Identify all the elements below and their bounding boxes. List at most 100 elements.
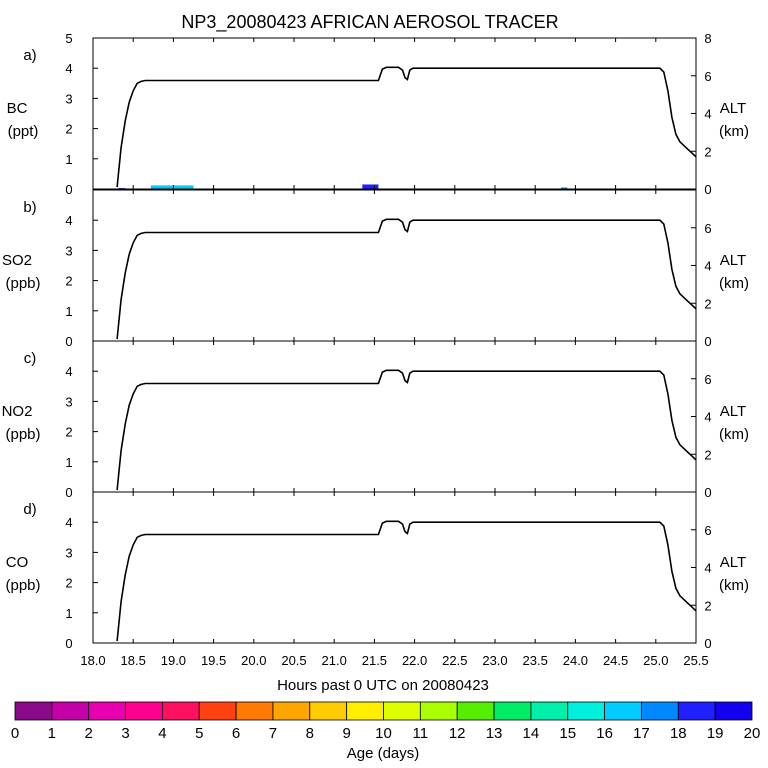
x-tick-label: 21.5 [362, 653, 387, 668]
alt-units-label: (km) [719, 123, 749, 140]
left-tick-label: 3 [65, 545, 72, 560]
right-tick-label: 4 [704, 107, 711, 122]
species-label: SO2 [2, 252, 32, 269]
tracer-bar [362, 184, 379, 189]
panel-frame [92, 491, 697, 644]
x-tick-label: 18.0 [80, 653, 105, 668]
right-tick-label: 2 [704, 144, 711, 159]
panel-co: 0 1 2 3 4 0 2 4 6 d) CO (ppb) ALT (km) [5, 491, 749, 651]
colorbar-swatch [272, 701, 311, 721]
colorbar-swatch [530, 701, 569, 721]
units-label: (ppb) [5, 275, 40, 292]
panel-frame [92, 189, 697, 342]
left-tick-label: 2 [65, 425, 72, 440]
colorbar-tick-label: 6 [232, 725, 240, 742]
alt-units-label: (km) [719, 577, 749, 594]
units-label: (ppt) [8, 123, 39, 140]
x-tick-label: 22.5 [442, 653, 467, 668]
species-label: BC [7, 100, 28, 117]
colorbar-swatch [51, 701, 90, 721]
colorbar-tick-label: 9 [342, 725, 350, 742]
x-tick-label: 25.5 [683, 653, 708, 668]
colorbar-tick-label: 12 [449, 725, 466, 742]
alt-label: ALT [720, 554, 746, 571]
panel-letter: a) [23, 47, 36, 64]
x-tick-label: 20.5 [281, 653, 306, 668]
alt-label: ALT [720, 252, 746, 269]
colorbar-swatch [456, 701, 495, 721]
right-tick-label: 8 [704, 31, 711, 46]
colorbar-tick-label: 10 [375, 725, 392, 742]
left-tick-label: 1 [65, 455, 72, 470]
left-tick-label: 0 [65, 485, 72, 500]
colorbar-tick-label: 19 [707, 725, 724, 742]
colorbar-swatch [161, 701, 200, 721]
colorbar-tick-label: 17 [633, 725, 650, 742]
colorbar-tick-label: 5 [195, 725, 203, 742]
panels-group: 0 1 2 3 4 5 0 2 4 6 8 a) BC (ppt) ALT (km) 0 1 2 3 4 0 2 4 6 b) SO… [2, 31, 749, 668]
alt-label: ALT [720, 100, 746, 117]
left-tick-label: 1 [65, 152, 72, 167]
left-tick-label: 3 [65, 91, 72, 106]
left-tick-label: 4 [65, 515, 72, 530]
right-tick-label: 0 [704, 485, 711, 500]
species-label: NO2 [2, 403, 33, 420]
colorbar-swatch [714, 701, 753, 721]
left-tick-label: 2 [65, 576, 72, 591]
colorbar-tick-label: 8 [306, 725, 314, 742]
x-tick-label: 24.0 [563, 653, 588, 668]
colorbar-swatch [88, 701, 126, 721]
right-tick-label: 2 [704, 447, 711, 462]
x-axis-label: Hours past 0 UTC on 20080423 [277, 677, 489, 694]
x-tick-label: 19.5 [201, 653, 226, 668]
chart-title: NP3_20080423 AFRICAN AEROSOL TRACER [181, 12, 558, 33]
x-tick-label: 23.5 [523, 653, 548, 668]
tracer-bar [560, 187, 568, 189]
colorbar-swatch [677, 701, 716, 721]
left-tick-label: 1 [65, 304, 72, 319]
left-tick-label: 2 [65, 122, 72, 137]
units-label: (ppb) [5, 426, 40, 443]
right-tick-label: 6 [704, 221, 711, 236]
x-tick-label: 20.0 [241, 653, 266, 668]
colorbar-tick-label: 7 [269, 725, 277, 742]
right-tick-label: 0 [704, 334, 711, 349]
panel-bc: 0 1 2 3 4 5 0 2 4 6 8 a) BC (ppt) ALT (km) [7, 31, 749, 197]
left-tick-label: 4 [65, 61, 72, 76]
right-tick-label: 2 [704, 296, 711, 311]
right-tick-label: 4 [704, 259, 711, 274]
panel-frame [92, 37, 697, 190]
left-tick-label: 0 [65, 182, 72, 197]
colorbar-swatch [641, 701, 679, 721]
colorbar-tick-label: 4 [158, 725, 166, 742]
panel-letter: b) [23, 199, 36, 216]
colorbar-tick-label: 16 [596, 725, 613, 742]
age-colorbar: 0 1 2 3 4 5 6 7 8 9 10 11 12 13 14 15 16 17 18 19 20 [11, 701, 760, 742]
colorbar-tick-label: 1 [48, 725, 56, 742]
colorbar-tick-label: 3 [121, 725, 129, 742]
right-tick-label: 6 [704, 69, 711, 84]
panel-frame [92, 340, 697, 493]
colorbar-label: Age (days) [347, 745, 420, 762]
x-tick-label: 18.5 [121, 653, 146, 668]
right-tick-label: 4 [704, 410, 711, 425]
colorbar-swatch [14, 701, 53, 721]
altitude-line [116, 369, 697, 491]
right-tick-label: 6 [704, 523, 711, 538]
units-label: (ppb) [5, 577, 40, 594]
panel-so2: 0 1 2 3 4 0 2 4 6 b) SO2 (ppb) ALT (km) [2, 189, 749, 349]
panel-no2: 0 1 2 3 4 0 2 4 6 c) NO2 (ppb) ALT (km) [2, 340, 749, 500]
right-tick-label: 0 [704, 182, 711, 197]
left-tick-label: 3 [65, 394, 72, 409]
left-tick-label: 0 [65, 636, 72, 651]
colorbar-swatch [567, 701, 605, 721]
colorbar-tick-label: 15 [559, 725, 576, 742]
colorbar-tick-label: 11 [413, 725, 429, 742]
colorbar-swatch [198, 701, 237, 721]
alt-label: ALT [720, 403, 746, 420]
tracer-bar [150, 185, 194, 189]
altitude-line [116, 218, 697, 340]
x-tick-label: 23.0 [482, 653, 507, 668]
colorbar-swatch [383, 701, 421, 721]
